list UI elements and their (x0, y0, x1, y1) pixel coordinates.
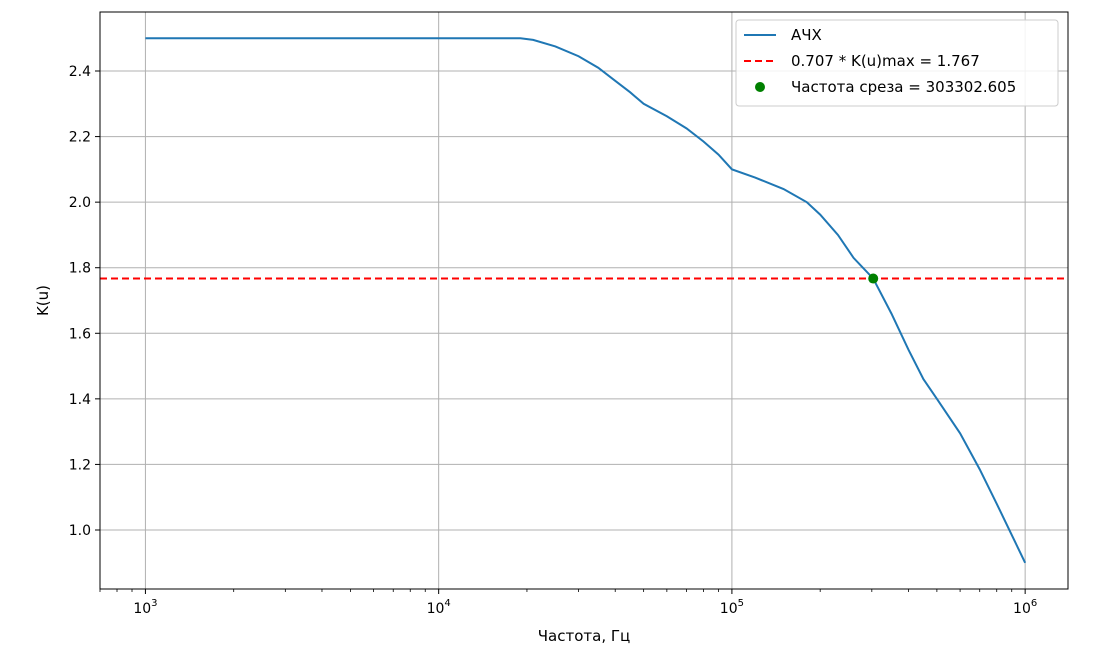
cutoff-point (868, 273, 879, 284)
y-tick-label: 2.2 (69, 130, 91, 146)
y-tick-label: 1.0 (69, 523, 91, 539)
y-tick-label: 1.2 (69, 457, 91, 473)
y-tick-label: 2.0 (69, 195, 91, 211)
plot-area (100, 37, 1068, 564)
legend-swatch-marker (755, 82, 765, 92)
legend: АЧХ 0.707 * K(u)max = 1.767 Частота среза … (735, 19, 1059, 107)
grid (100, 12, 1068, 589)
legend-label: Частота среза = 303302.605 (791, 78, 1016, 96)
y-tick-label: 1.8 (69, 261, 91, 277)
series-line-ach (145, 37, 1027, 564)
y-tick-label: 1.4 (69, 392, 91, 408)
x-axis-label: Частота, Гц (538, 627, 630, 645)
x-tick-label: 105 (720, 598, 744, 617)
legend-label: 0.707 * K(u)max = 1.767 (791, 52, 980, 70)
legend-label: АЧХ (791, 26, 822, 44)
legend-box (735, 19, 1059, 107)
x-tick-label: 104 (427, 598, 451, 617)
axes-frame (99, 11, 1069, 590)
y-tick-label: 2.4 (69, 64, 91, 80)
x-tick-label: 103 (133, 598, 157, 617)
y-tick-label: 1.6 (69, 326, 91, 342)
y-axis-label: K(u) (34, 285, 52, 316)
y-ticks: 1.0 1.2 1.4 1.6 1.8 2.0 2.2 2.4 (69, 64, 100, 539)
x-tick-label: 106 (1013, 598, 1037, 617)
x-ticks: 103 104 105 106 (99, 589, 1037, 617)
